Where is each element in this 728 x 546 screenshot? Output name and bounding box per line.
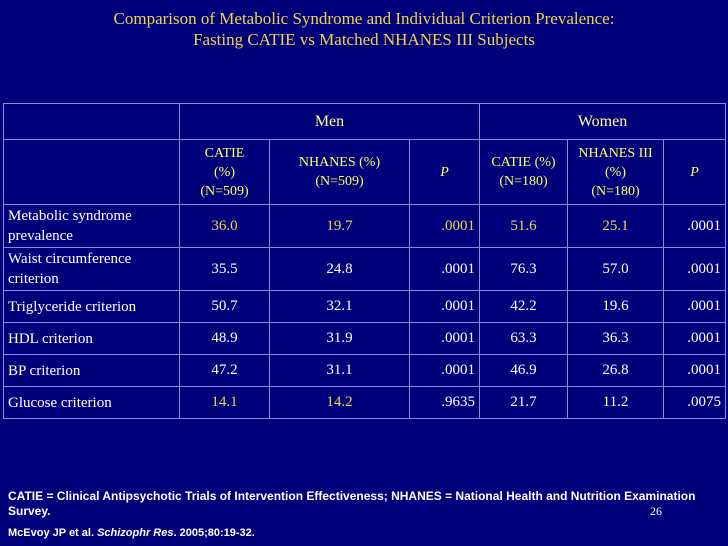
value-cell: 25.1 <box>567 204 664 248</box>
citation-details: . 2005;80:19-32. <box>173 527 255 539</box>
value-cell: 36.3 <box>567 322 664 355</box>
p-value-cell: .0001 <box>662 290 727 323</box>
p-value-cell: .0075 <box>662 386 727 419</box>
title-line-1: Comparison of Metabolic Syndrome and Ind… <box>113 9 615 28</box>
p-value-cell: .0001 <box>409 290 480 323</box>
p-value-cell: .0001 <box>409 204 480 248</box>
column-header-row: CATIE (%) (N=509) NHANES (%) (N=509) P CATI… <box>3 139 727 205</box>
footnote-definitions: CATIE = Clinical Antipsychotic Trials of… <box>8 489 696 518</box>
column-header: CATIE (%) (N=509) <box>179 139 270 205</box>
corner-cell <box>3 103 180 140</box>
title-line-2: Fasting CATIE vs Matched NHANES III Subj… <box>193 30 535 49</box>
value-cell: 36.0 <box>179 204 270 248</box>
value-cell: 32.1 <box>269 290 410 323</box>
value-cell: 19.6 <box>567 290 664 323</box>
table-row: HDL criterion 48.9 31.9.0001 63.3 36.3.0001 <box>3 322 727 355</box>
value-cell: 31.1 <box>269 354 410 387</box>
p-value-cell: .0001 <box>409 247 480 291</box>
value-cell: 14.2 <box>269 386 410 419</box>
slide-title: Comparison of Metabolic Syndrome and Ind… <box>0 8 728 50</box>
p-value-cell: .0001 <box>662 322 727 355</box>
group-header-row: Men Women <box>3 103 727 140</box>
table-row: Glucose criterion 14.1 14.2.9635 21.7 11.2.0… <box>3 386 727 419</box>
row-label: Glucose criterion <box>3 386 180 419</box>
value-cell: 11.2 <box>567 386 664 419</box>
p-value-cell: .0001 <box>662 354 727 387</box>
value-cell: 21.7 <box>479 386 568 419</box>
value-cell: 57.0 <box>567 247 664 291</box>
row-label: BP criterion <box>3 354 180 387</box>
column-header: NHANES III (%) (N=180) <box>567 139 664 205</box>
column-header: CATIE (%) (N=180) <box>479 139 568 205</box>
p-value-cell: .0001 <box>409 354 480 387</box>
column-header: NHANES (%) (N=509) <box>269 139 410 205</box>
value-cell: 31.9 <box>269 322 410 355</box>
value-cell: 51.6 <box>479 204 568 248</box>
citation-authors: McEvoy JP et al. <box>8 527 98 539</box>
value-cell: 42.2 <box>479 290 568 323</box>
column-header: P <box>662 139 727 205</box>
value-cell: 14.1 <box>179 386 270 419</box>
value-cell: 46.9 <box>479 354 568 387</box>
column-header: P <box>409 139 480 205</box>
p-value-cell: .0001 <box>409 322 480 355</box>
table-row: Waist circumference criterion 35.5 24.8.00… <box>3 247 727 291</box>
page-number: 26 <box>650 504 662 518</box>
citation-journal: Schizophr Res <box>97 527 174 539</box>
p-value-cell: .0001 <box>662 204 727 248</box>
p-value-cell: .9635 <box>409 386 480 419</box>
value-cell: 24.8 <box>269 247 410 291</box>
prevalence-table: Men Women CATIE (%) (N=509) NHANES (%) (N… <box>3 103 727 419</box>
row-label: Waist circumference criterion <box>3 247 180 291</box>
table-row: BP criterion 47.2 31.1.0001 46.9 26.8.0001 <box>3 354 727 387</box>
corner-cell <box>3 139 180 205</box>
value-cell: 76.3 <box>479 247 568 291</box>
value-cell: 48.9 <box>179 322 270 355</box>
table-row: Triglyceride criterion 50.7 32.1.0001 42.2 1… <box>3 290 727 323</box>
value-cell: 26.8 <box>567 354 664 387</box>
value-cell: 63.3 <box>479 322 568 355</box>
row-label: Metabolic syndrome prevalence <box>3 204 180 248</box>
value-cell: 47.2 <box>179 354 270 387</box>
value-cell: 50.7 <box>179 290 270 323</box>
group-header-men: Men <box>179 103 480 140</box>
table-row: Metabolic syndrome prevalence 36.0 19.7.00… <box>3 204 727 248</box>
row-label: HDL criterion <box>3 322 180 355</box>
value-cell: 19.7 <box>269 204 410 248</box>
value-cell: 35.5 <box>179 247 270 291</box>
citation: McEvoy JP et al. Schizophr Res. 2005;80:… <box>8 527 255 539</box>
group-header-women: Women <box>478 103 727 140</box>
p-value-cell: .0001 <box>662 247 727 291</box>
row-label: Triglyceride criterion <box>3 290 180 323</box>
